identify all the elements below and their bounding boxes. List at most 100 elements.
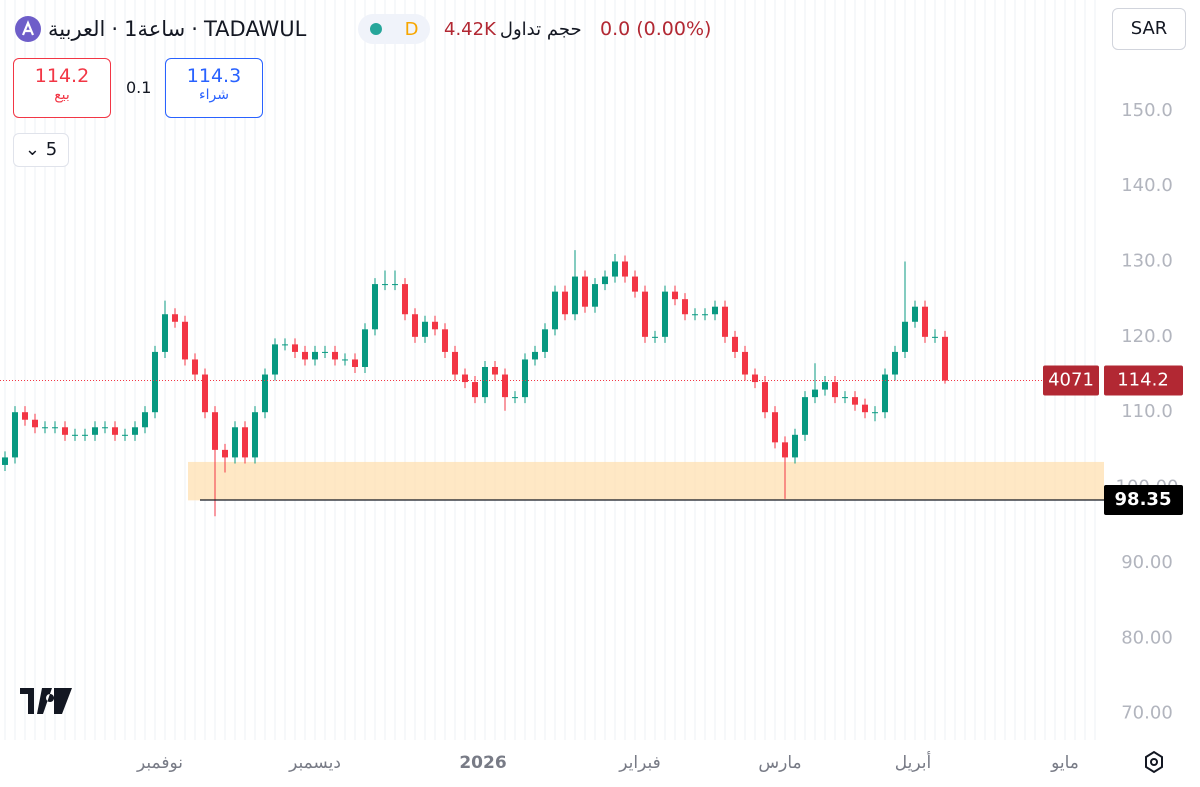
settings-icon[interactable]: [1145, 750, 1163, 774]
candle-body: [562, 291, 568, 315]
y-tick-label: 140.0: [1121, 175, 1173, 196]
volume: 4.42K حجم تداول: [444, 14, 582, 44]
candle-body: [272, 344, 278, 375]
candle-body: [822, 382, 828, 390]
y-tick-label: 80.00: [1121, 627, 1173, 648]
candle-body: [592, 284, 598, 307]
x-tick-label: نوفمبر: [136, 753, 183, 773]
candle-body: [852, 397, 858, 405]
symbol-exchange: TADAWUL: [203, 17, 307, 41]
countdown: 4071: [1048, 370, 1094, 391]
zone: [188, 461, 1104, 501]
candle-body: [712, 306, 718, 315]
candle-body: [372, 284, 378, 330]
candle-body: [152, 351, 158, 413]
lot-selector[interactable]: ⌄ 5: [13, 133, 69, 167]
symbol-logo: [15, 16, 41, 42]
candle-body: [492, 366, 498, 375]
candle-body: [902, 321, 908, 352]
sell-price: 114.2: [34, 65, 90, 87]
candle-body: [322, 351, 328, 353]
candle-body: [702, 314, 708, 316]
candle-body: [912, 306, 918, 322]
candle-body: [862, 404, 868, 413]
chevron: ⌄: [24, 139, 40, 160]
candle-body: [252, 412, 258, 458]
candle-body: [722, 306, 728, 337]
candle-body: [342, 359, 348, 361]
candle-body: [922, 306, 928, 337]
separator: ·: [111, 17, 119, 41]
x-tick-label: مارس: [758, 753, 801, 773]
candle-body: [742, 351, 748, 375]
candle-body: [762, 382, 768, 413]
candle-body: [482, 366, 488, 398]
candle-body: [92, 427, 98, 435]
candle-body: [242, 427, 248, 458]
countdown-box: [1043, 365, 1099, 396]
candle-body: [162, 314, 168, 352]
y-tick-label: 110.0: [1121, 401, 1173, 422]
separator: ·: [191, 17, 198, 41]
candle-body: [782, 442, 788, 458]
sell-button[interactable]: 114.2 بيع: [13, 58, 111, 118]
candle-body: [892, 351, 898, 375]
candle-body: [652, 336, 658, 338]
volume-value: 4.42K: [444, 18, 496, 40]
candle-body: [462, 374, 468, 383]
candle-body: [192, 359, 198, 375]
symbol-interval: 1ساعة: [124, 17, 186, 41]
candle-body: [32, 419, 38, 428]
candle-body: [622, 261, 628, 277]
change: 0.0 (0.00%): [600, 18, 712, 40]
candle-body: [422, 321, 428, 337]
candle-body: [942, 336, 948, 381]
candle-body: [842, 397, 848, 399]
candle-body: [642, 291, 648, 337]
candle-body: [142, 412, 148, 428]
spread: 0.1: [126, 78, 152, 97]
candle-body: [42, 427, 48, 429]
candle-body: [182, 321, 188, 360]
sell-label: بيع: [54, 87, 70, 103]
candle-body: [2, 457, 8, 465]
y-tick-label: 70.00: [1121, 703, 1173, 724]
candle-body: [472, 382, 478, 398]
candle-body: [122, 434, 128, 436]
y-tick-label: 120.0: [1121, 326, 1173, 347]
y-tick-label: 130.0: [1121, 250, 1173, 271]
candle-body: [792, 434, 798, 458]
level-label-box: [1104, 484, 1183, 515]
plot-layer: نوفمبر ديسمبر 2026 فبراير مارس أبريل مايو 70.00…: [0, 100, 1183, 773]
symbol-header: العربية · 1ساعة · TADAWUL: [14, 14, 306, 44]
candle-body: [202, 374, 208, 413]
x-tick-label: ديسمبر: [288, 753, 341, 773]
status-badges[interactable]: D: [358, 14, 430, 44]
candle-body: [692, 314, 698, 316]
candle-body: [832, 382, 838, 398]
buy-button[interactable]: 114.3 شراء: [165, 58, 263, 118]
candle-body: [232, 427, 238, 458]
candle-body: [812, 389, 818, 398]
candle-body: [62, 427, 68, 435]
candle-body: [412, 314, 418, 337]
candle-body: [772, 412, 778, 443]
candle-body: [392, 284, 398, 286]
market-dot: [369, 23, 382, 35]
tv-logo: [20, 688, 72, 714]
candle-body: [52, 427, 58, 429]
y-tick-label: 90.00: [1121, 552, 1173, 573]
buy-price: 114.3: [186, 65, 242, 87]
candle-body: [632, 276, 638, 292]
candle-body: [582, 276, 588, 307]
candle-body: [262, 374, 268, 413]
currency-button[interactable]: SAR: [1112, 8, 1186, 50]
symbol-name: العربية: [48, 17, 106, 41]
candle-body: [662, 291, 668, 337]
candle-body: [932, 336, 938, 338]
candle-body: [312, 351, 318, 360]
candle-body: [382, 284, 388, 286]
candle-body: [442, 329, 448, 352]
candle-body: [872, 412, 878, 414]
